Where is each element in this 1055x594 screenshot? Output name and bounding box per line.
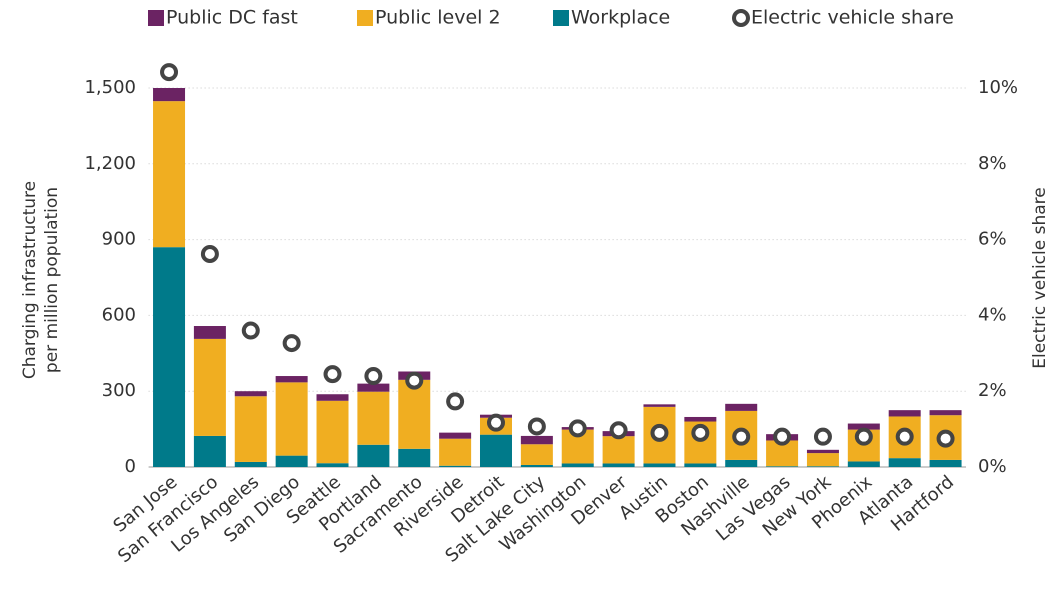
legend-label: Public DC fast	[166, 7, 298, 29]
bar-segment	[193, 338, 226, 436]
legend-marker	[732, 9, 750, 27]
bar-segment	[725, 459, 758, 467]
bar-segment	[153, 247, 186, 467]
bar-segment	[316, 400, 349, 464]
bar-segment	[766, 466, 799, 467]
y-tick-label: 0	[125, 456, 136, 477]
legend-label: Workplace	[571, 7, 670, 29]
bar-segment	[847, 461, 880, 467]
share-marker	[446, 392, 465, 411]
bar-segment	[357, 391, 390, 445]
bar-segment	[439, 465, 472, 467]
share-marker	[773, 427, 792, 446]
legend-label: Electric vehicle share	[751, 7, 954, 29]
bar-segment	[234, 391, 267, 397]
share-marker	[609, 421, 628, 440]
bar-segment	[316, 463, 349, 467]
y-axis-label: Charging infrastructure	[20, 181, 40, 379]
share-marker	[854, 427, 873, 446]
y-tick-label: 300	[102, 380, 136, 401]
legend-swatch	[148, 10, 164, 26]
bar-segment	[602, 463, 635, 467]
bar-segment	[602, 436, 635, 464]
share-marker	[568, 419, 587, 438]
bar-segment	[193, 326, 226, 339]
share-marker	[323, 365, 342, 384]
share-marker	[160, 63, 179, 82]
bar-segment	[234, 396, 267, 462]
share-marker	[200, 245, 219, 264]
y2-tick-label: 10%	[978, 77, 1018, 98]
y2-tick-label: 2%	[978, 380, 1007, 401]
y2-tick-label: 8%	[978, 153, 1007, 174]
bar-segment	[643, 463, 676, 467]
bar-segment	[847, 423, 880, 430]
share-marker	[405, 371, 424, 390]
share-marker	[527, 417, 546, 436]
bar-segment	[479, 434, 512, 467]
bar-segment	[153, 101, 186, 248]
bar-segment	[234, 461, 267, 467]
bar-segment	[275, 455, 308, 467]
y2-tick-label: 4%	[978, 304, 1007, 325]
bar-segment	[684, 416, 717, 422]
share-marker	[241, 321, 260, 340]
bar-segment	[153, 88, 186, 102]
bar-segment	[725, 403, 758, 411]
bar-segment	[643, 404, 676, 407]
legend-swatch	[357, 10, 373, 26]
bar-segment	[561, 463, 594, 467]
y-tick-label: 1,200	[84, 153, 136, 174]
y-tick-label: 600	[102, 304, 136, 325]
bar-segment	[357, 383, 390, 392]
bar-segment	[316, 394, 349, 401]
bar-segment	[398, 379, 431, 449]
bar-segment	[806, 449, 839, 454]
share-marker	[282, 334, 301, 353]
share-marker	[650, 423, 669, 442]
bar-segment	[806, 453, 839, 467]
bar-segment	[806, 466, 839, 467]
bar-segment	[275, 376, 308, 383]
bar-segment	[193, 435, 226, 467]
y2-tick-label: 0%	[978, 456, 1007, 477]
bar-segment	[357, 444, 390, 467]
share-marker	[486, 413, 505, 432]
bar-segment	[520, 435, 553, 445]
y-tick-label: 900	[102, 229, 136, 250]
y-axis-label: per million population	[42, 187, 62, 373]
legend-swatch	[553, 10, 569, 26]
bar-segment	[275, 382, 308, 456]
bar-segment	[888, 410, 921, 417]
share-marker	[936, 429, 955, 448]
bar-segment	[520, 464, 553, 467]
bar-segment	[888, 458, 921, 467]
bar-segment	[929, 410, 962, 416]
bar-segment	[929, 459, 962, 467]
share-marker	[691, 423, 710, 442]
bar-segment	[439, 438, 472, 466]
bar-segment	[520, 444, 553, 465]
y2-tick-label: 6%	[978, 229, 1007, 250]
y2-axis-label: Electric vehicle share	[1030, 187, 1050, 368]
y-tick-label: 1,500	[84, 77, 136, 98]
bar-segment	[439, 432, 472, 439]
legend-label: Public level 2	[375, 7, 501, 29]
bar-segment	[684, 463, 717, 467]
share-marker	[895, 427, 914, 446]
share-marker	[813, 427, 832, 446]
share-marker	[364, 367, 383, 386]
share-marker	[732, 427, 751, 446]
bar-segment	[398, 448, 431, 467]
